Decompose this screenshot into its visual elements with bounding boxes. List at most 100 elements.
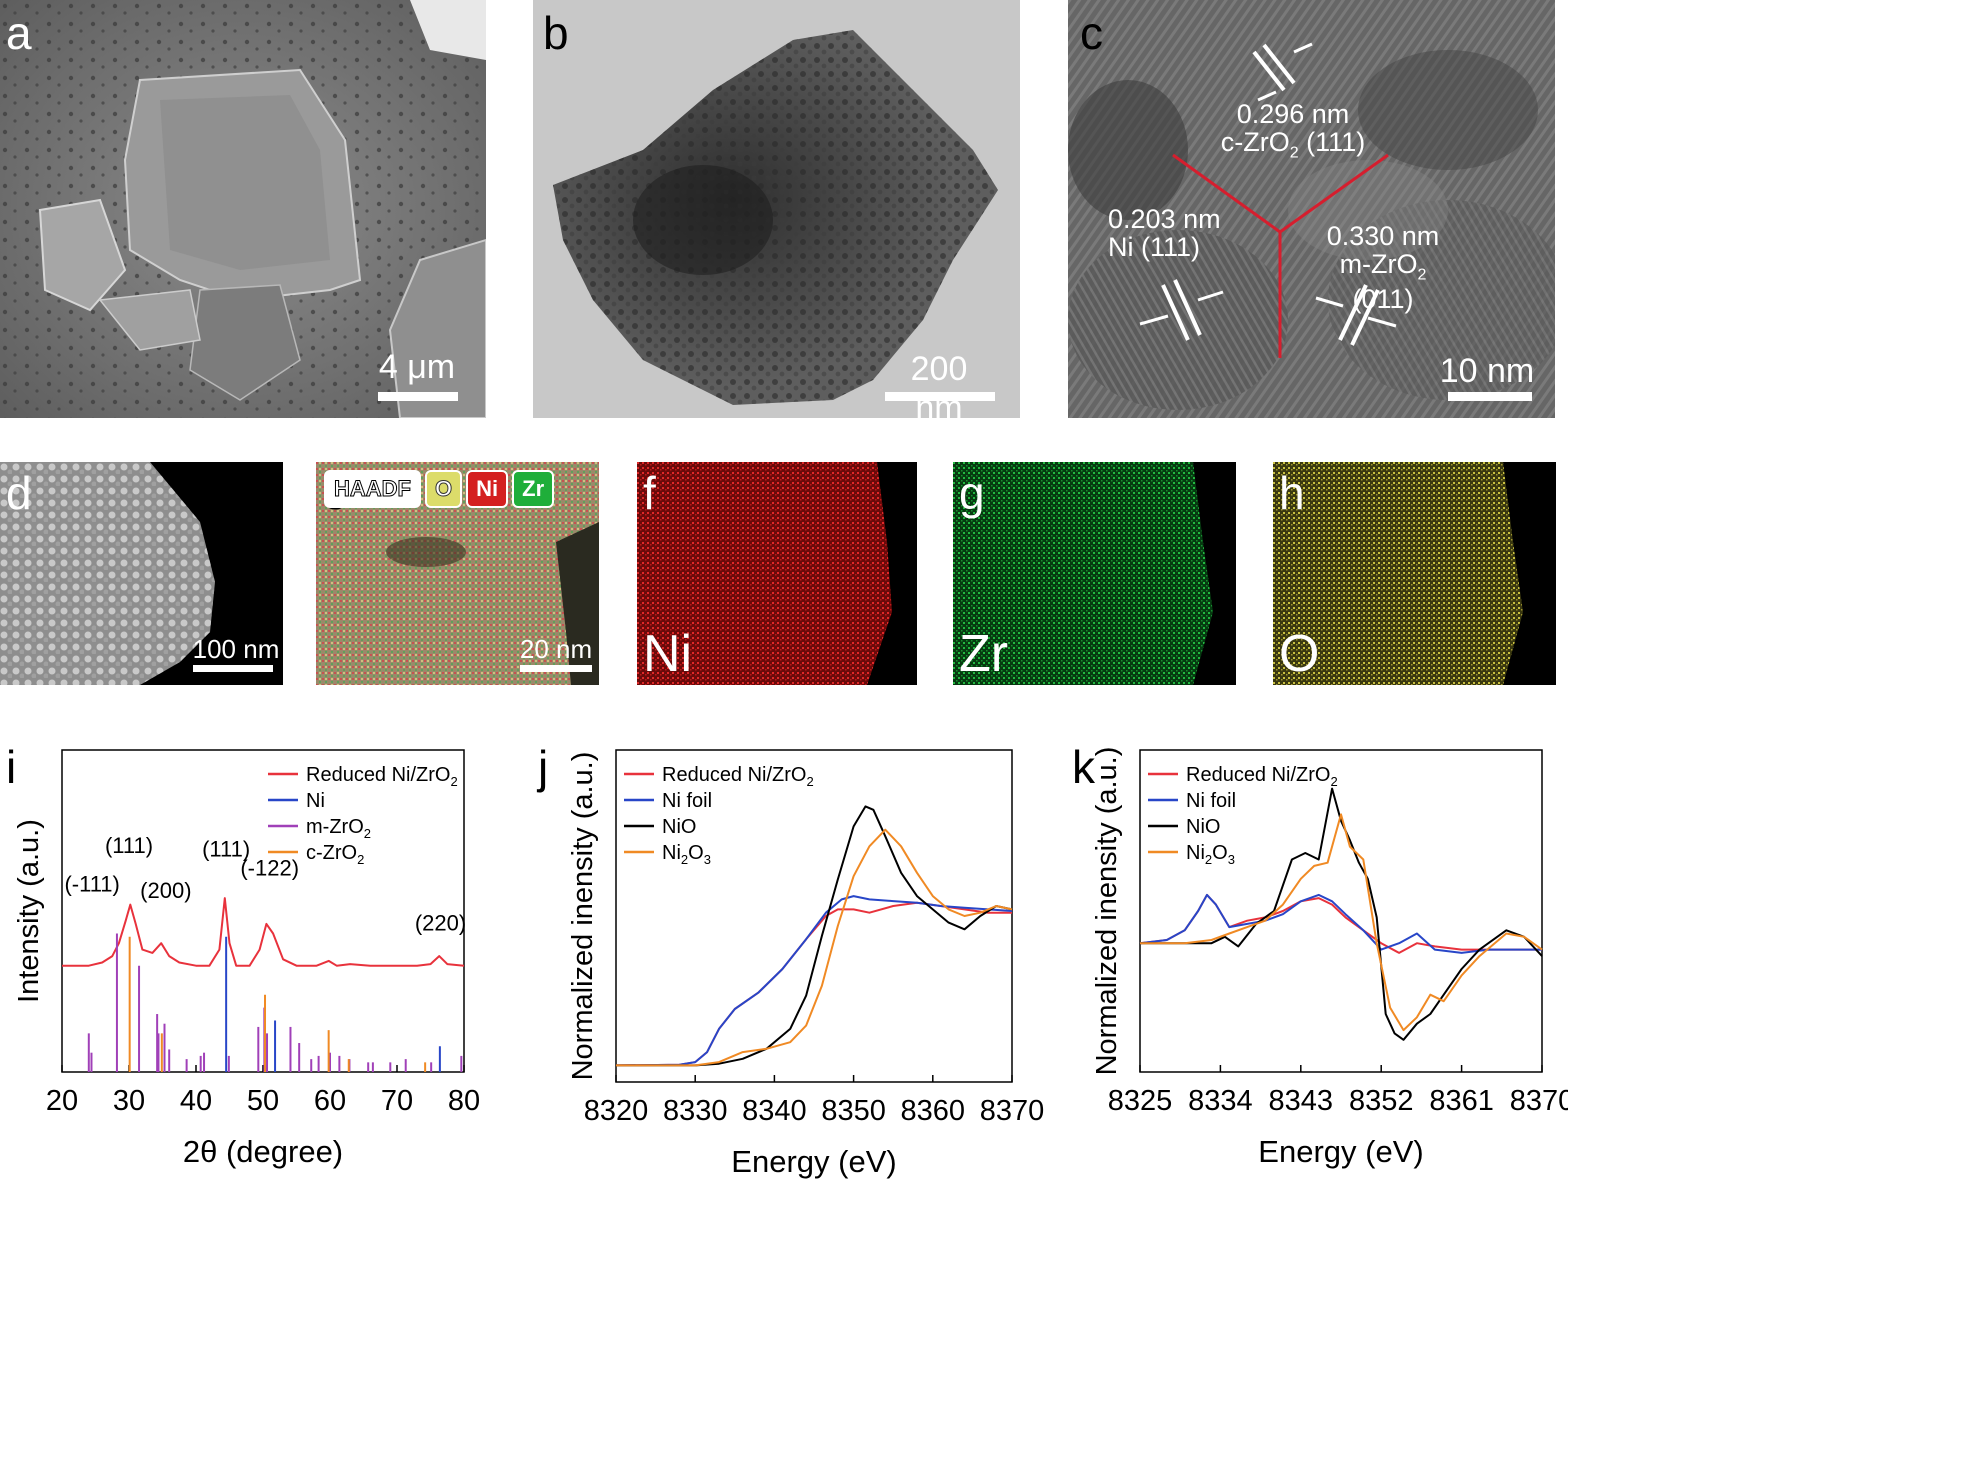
panel-label-f: f	[643, 467, 656, 519]
chart-j-xanes: 8320 8330 8340 8350 8360 8370 Energy (eV) Norma…	[567, 749, 1045, 1179]
phase-mzro2: m-ZrO2 (011)	[1339, 249, 1427, 314]
scale-bar-c	[1448, 392, 1532, 401]
panel-label-h: h	[1279, 467, 1305, 519]
o-map-image	[1273, 462, 1523, 685]
series-line	[62, 897, 465, 967]
y-axis-label: Normalized inensity (a.u.)	[1091, 747, 1123, 1076]
phase-ni: Ni (111)	[1108, 232, 1201, 263]
scale-bar-label-a: 4 μm	[378, 348, 456, 386]
x-axis-label: Energy (eV)	[1258, 1134, 1423, 1169]
y-axis-label: Intensity (a.u.)	[13, 819, 45, 1003]
hrtem-lattice-image	[1068, 0, 1555, 418]
chart-k-xanes-derivative: 8325 8334 8343 8352 8361 8370 Energy (eV) Norma…	[1091, 747, 1568, 1169]
panel-d-haadf-image: d 100 nm	[0, 462, 283, 685]
x-axis-label: 2θ (degree)	[183, 1134, 343, 1169]
x-tick-label: 8330	[663, 1095, 728, 1127]
peak-label: (-122)	[240, 856, 299, 881]
tag-zr: Zr	[512, 470, 555, 508]
panel-e-overlay-map: e HAADF O Ni Zr 20 nm	[316, 462, 599, 685]
legend-entry: Ni foil	[662, 790, 712, 812]
element-label-ni: Ni	[643, 625, 693, 683]
panel-label-k: k	[1072, 741, 1095, 793]
x-tick-label: 60	[314, 1085, 346, 1117]
scale-bar-label-c: 10 nm	[1439, 352, 1535, 390]
x-tick-label: 8370	[1510, 1085, 1568, 1117]
legend-entry: Reduced Ni/ZrO2	[306, 764, 458, 789]
series-line	[1140, 787, 1543, 1041]
legend-entry: Reduced Ni/ZrO2	[1186, 764, 1338, 789]
legend-entry: NiO	[1186, 816, 1220, 838]
x-tick-label: 40	[180, 1085, 212, 1117]
tag-haadf: HAADF	[324, 470, 421, 508]
x-tick-label: 80	[448, 1085, 480, 1117]
d-spacing-mzro2: 0.330 nm	[1326, 221, 1440, 251]
plot-frame	[61, 749, 465, 1073]
panel-label-g: g	[959, 467, 985, 519]
scale-bar-label-b: 200 nm	[910, 350, 968, 418]
legend-entry: m-ZrO2	[306, 816, 371, 841]
series-line	[616, 805, 1013, 1067]
plot-frame	[615, 749, 1013, 1083]
legend-entry: Ni foil	[1186, 790, 1236, 812]
peak-label: (220)	[415, 910, 466, 935]
panel-label-d: d	[6, 467, 32, 519]
scale-bar-e	[520, 665, 592, 672]
panel-label-j: j	[538, 741, 549, 793]
d-spacing-czro2: 0.296 nm	[1236, 99, 1350, 129]
panel-h-o-map: h O	[1273, 462, 1556, 685]
peak-label: (111)	[105, 833, 153, 858]
eds-channel-tags: HAADF O Ni Zr	[324, 470, 555, 508]
series-line	[615, 895, 1013, 1067]
legend-entry: Ni2O3	[662, 842, 711, 867]
scale-bar-b	[885, 392, 995, 401]
legend-entry: Ni2O3	[1186, 842, 1235, 867]
legend-entry: c-ZrO2	[306, 842, 364, 867]
x-tick-label: 8370	[980, 1095, 1045, 1127]
peak-label: (-111)	[64, 872, 119, 897]
x-tick-label: 30	[113, 1085, 145, 1117]
x-tick-label: 8340	[742, 1095, 807, 1127]
x-tick-label: 8350	[821, 1095, 886, 1127]
legend-entry: Reduced Ni/ZrO2	[662, 764, 814, 789]
x-tick-label: 8352	[1349, 1085, 1414, 1117]
series-line	[1139, 893, 1542, 954]
lattice-annotation-mzro2: 0.330 nm m-ZrO2 (011)	[1308, 222, 1458, 313]
panel-label-i: i	[6, 741, 17, 793]
element-label-o: O	[1279, 625, 1320, 683]
d-spacing-ni: 0.203 nm	[1108, 204, 1221, 234]
plot-frame	[1139, 749, 1543, 1073]
tag-ni: Ni	[466, 470, 509, 508]
lattice-annotation-czro2: 0.296 nm c-ZrO2 (111)	[1218, 100, 1368, 163]
x-tick-label: 8343	[1269, 1085, 1334, 1117]
x-tick-label: 8361	[1429, 1085, 1494, 1117]
sem-flakes-image	[0, 0, 486, 418]
peak-label: (200)	[140, 878, 191, 903]
series-line	[1140, 813, 1543, 1032]
panel-g-zr-map: g Zr	[953, 462, 1236, 685]
panel-b-tem-image: b 200 nm	[533, 0, 1020, 418]
x-tick-label: 8320	[584, 1095, 649, 1127]
panel-f-ni-map: f Ni	[637, 462, 917, 685]
scale-bar-d	[193, 665, 273, 672]
element-label-zr: Zr	[959, 625, 1009, 683]
panel-c-hrtem-image: c 0.296 nm c-ZrO2 (111) 0.203 nm Ni (111…	[1068, 0, 1555, 418]
haadf-image	[0, 462, 215, 685]
peak-label: (111)	[202, 836, 250, 861]
x-axis-label: Energy (eV)	[731, 1144, 896, 1179]
lattice-annotation-ni: 0.203 nm Ni (111)	[1108, 205, 1221, 262]
x-tick-label: 8360	[901, 1095, 966, 1127]
scale-bar-a	[378, 392, 458, 401]
x-tick-label: 70	[381, 1085, 413, 1117]
ni-map-image	[637, 462, 892, 685]
legend-entry: NiO	[662, 816, 696, 838]
series-line	[1139, 893, 1542, 954]
x-tick-label: 20	[46, 1085, 78, 1117]
y-axis-label: Normalized inensity (a.u.)	[567, 752, 599, 1081]
zr-map-image	[953, 462, 1213, 685]
legend-entry: Ni	[306, 790, 325, 812]
x-tick-label: 50	[247, 1085, 279, 1117]
panel-label-b: b	[543, 7, 569, 59]
x-tick-label: 8325	[1108, 1085, 1173, 1117]
panel-a-sem-image: a 4 μm	[0, 0, 486, 418]
chart-i-xrd: 20 30 40 50 60 70 80 2θ (degree) Intensity (a.u.…	[13, 749, 480, 1169]
